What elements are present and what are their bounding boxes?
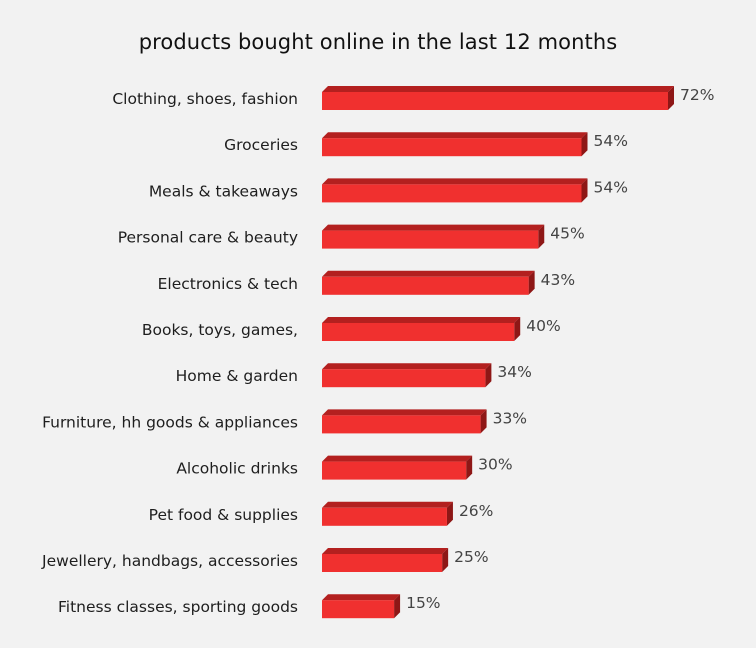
category-label: Home & garden	[176, 367, 298, 385]
bar-side-face	[514, 317, 521, 341]
bar-top-face	[322, 501, 453, 508]
bar-top-face	[322, 363, 492, 370]
chart-title: products bought online in the last 12 mo…	[138, 30, 618, 54]
bar-top-face	[322, 86, 674, 92]
bar-top-face	[322, 548, 449, 554]
bar	[322, 138, 582, 157]
category-label: Clothing, shoes, fashion	[112, 90, 298, 108]
bar-group	[322, 224, 545, 249]
bar	[322, 92, 668, 110]
category-label: Meals & takeaways	[149, 182, 298, 200]
bar	[322, 230, 539, 249]
category-label: Personal care & beauty	[118, 229, 298, 247]
bar-top-face	[322, 594, 401, 601]
bar-top-face	[322, 178, 588, 185]
data-label: 26%	[459, 502, 493, 520]
data-label: 33%	[493, 409, 527, 427]
category-label: Furniture, hh goods & appliances	[42, 413, 298, 431]
bar	[322, 369, 486, 388]
bar-side-face	[442, 548, 449, 572]
bar-group	[322, 594, 401, 619]
bar-top-face	[322, 270, 535, 277]
category-label: Pet food & supplies	[149, 506, 298, 524]
bar-side-face	[485, 363, 492, 388]
bar-group	[322, 363, 492, 388]
bar	[322, 461, 467, 480]
bar-top-face	[322, 317, 521, 323]
bar-side-face	[480, 409, 487, 434]
category-label: Electronics & tech	[158, 275, 298, 293]
bar-side-face	[466, 455, 473, 480]
bar	[322, 507, 447, 526]
category-label: Groceries	[224, 136, 298, 154]
bar-side-face	[581, 178, 588, 203]
bar-top-face	[322, 455, 473, 462]
bar-side-face	[581, 132, 588, 157]
category-label: Fitness classes, sporting goods	[58, 598, 298, 616]
category-label: Books, toys, games,	[142, 321, 298, 339]
data-label: 54%	[594, 132, 628, 150]
bar-group	[322, 86, 674, 110]
data-label: 54%	[594, 178, 628, 196]
bar-side-face	[446, 501, 453, 526]
bar	[322, 415, 481, 434]
bar-side-face	[394, 594, 401, 619]
category-label: Alcoholic drinks	[176, 460, 298, 478]
data-label: 45%	[550, 225, 584, 243]
bar-group	[322, 409, 487, 434]
bar-top-face	[322, 132, 588, 139]
bar	[322, 323, 515, 341]
bar-side-face	[668, 86, 674, 110]
bar-side-face	[528, 270, 535, 295]
bar-group	[322, 455, 473, 480]
data-label: 43%	[541, 271, 575, 289]
data-label: 34%	[497, 363, 531, 381]
data-label: 25%	[454, 548, 488, 566]
bar	[322, 600, 395, 619]
bar-group	[322, 501, 453, 526]
bar	[322, 554, 443, 572]
data-label: 72%	[680, 86, 714, 104]
bar-group	[322, 317, 521, 341]
bar-top-face	[322, 409, 487, 416]
bar-group	[322, 178, 588, 203]
category-label: Jewellery, handbags, accessories	[41, 552, 298, 570]
bar-top-face	[322, 224, 545, 231]
bar-group	[322, 270, 535, 295]
data-label: 15%	[406, 594, 440, 612]
data-label: 40%	[526, 317, 560, 335]
bar	[322, 276, 529, 295]
bar-group	[322, 132, 588, 157]
bar-side-face	[538, 224, 545, 249]
bar	[322, 184, 582, 203]
bar-group	[322, 548, 449, 572]
data-label: 30%	[478, 456, 512, 474]
